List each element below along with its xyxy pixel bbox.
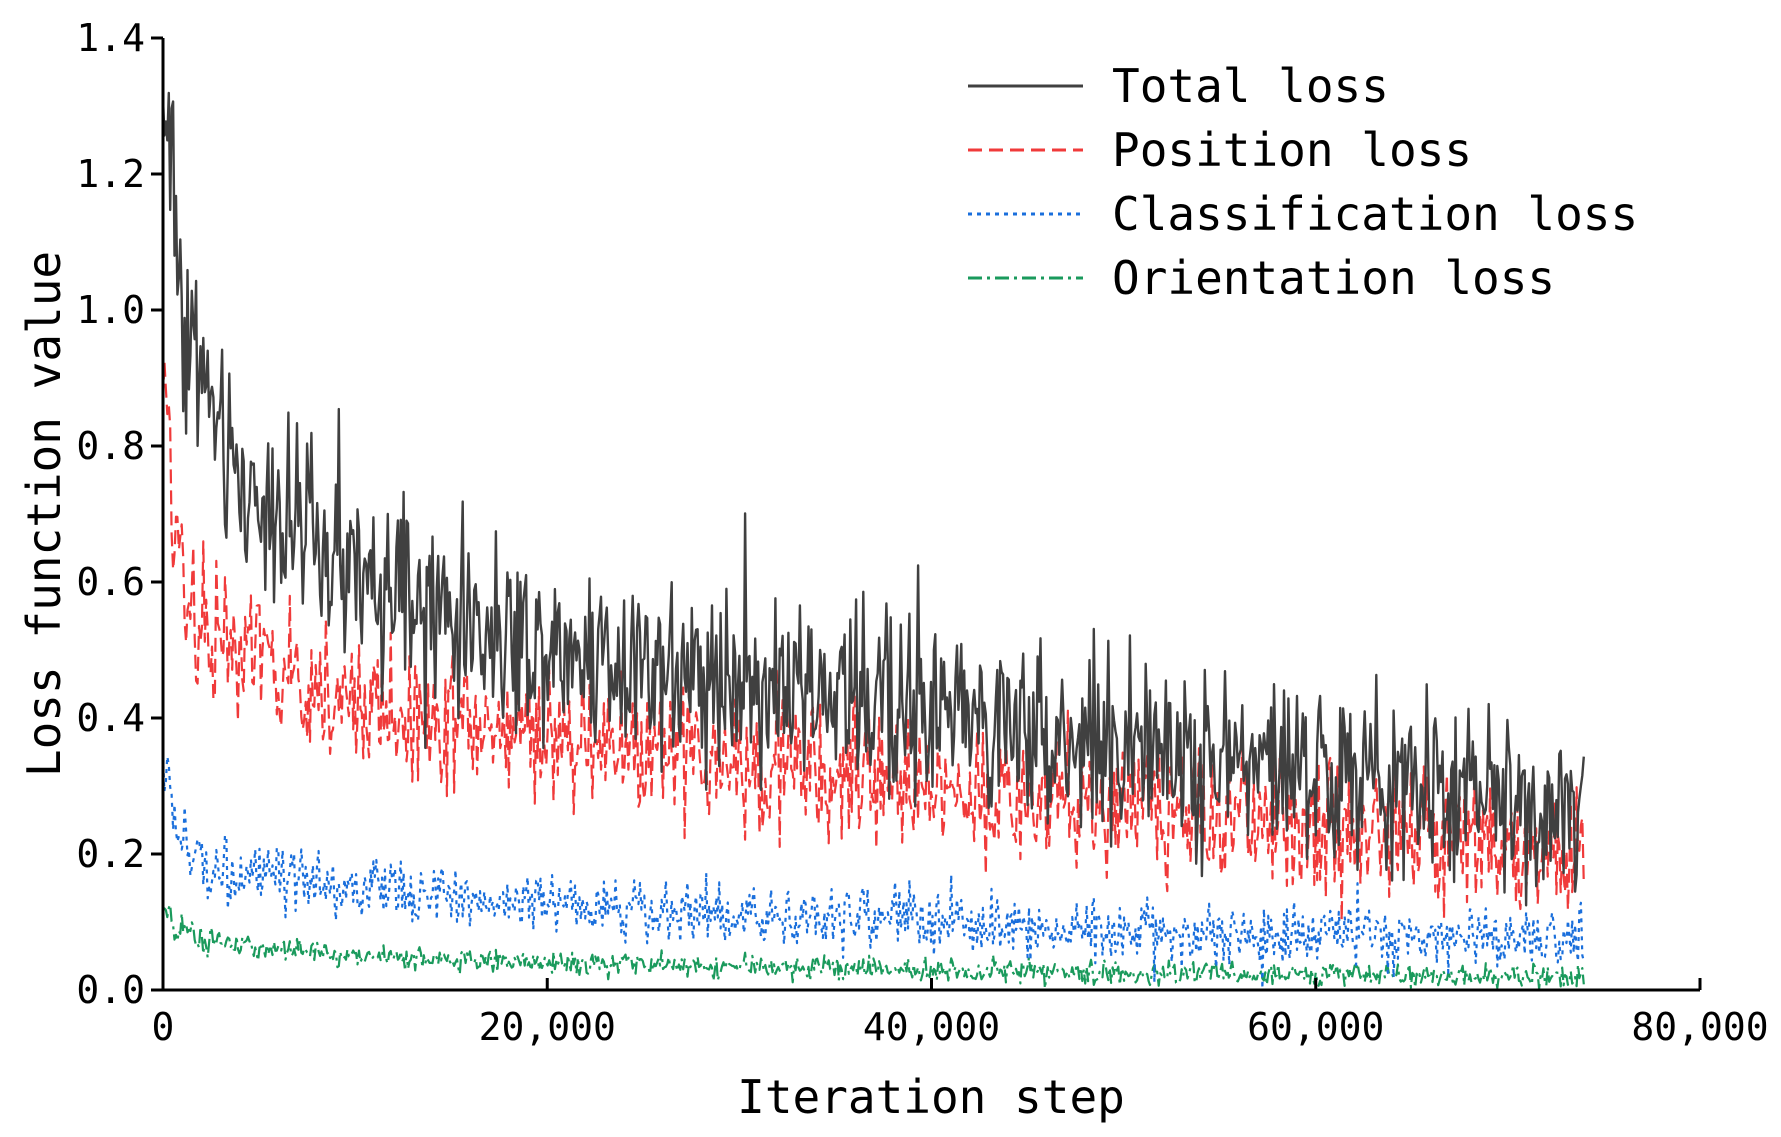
legend: Total loss Position loss Classification lo… [968, 59, 1638, 305]
y-axis-label: Loss function value [17, 251, 71, 777]
series-line-orientation-loss [162, 903, 1585, 990]
axes [161, 38, 1700, 992]
y-tick-label: 0.6 [76, 560, 145, 604]
ticks: 0 20,000 40,000 60,000 80,000 0.0 0.2 0.4 0.6 0.8… [76, 16, 1768, 1049]
series-layer [161, 91, 1585, 990]
y-tick-label: 0.2 [76, 832, 145, 876]
x-axis-label: Iteration step [737, 1070, 1125, 1124]
x-tick-label: 40,000 [863, 1005, 1000, 1049]
legend-label: Orientation loss [1112, 251, 1555, 305]
series-line-position-loss [161, 359, 1585, 922]
x-tick-label: 0 [152, 1005, 175, 1049]
y-tick-label: 0.4 [76, 696, 145, 740]
x-tick-label: 20,000 [479, 1005, 616, 1049]
y-tick-label: 1.2 [76, 152, 145, 196]
y-tick-label: 1.0 [76, 288, 145, 332]
series-line-total-loss [161, 91, 1585, 907]
y-tick-label: 1.4 [76, 16, 145, 60]
legend-label: Total loss [1112, 59, 1389, 113]
legend-label: Classification loss [1112, 187, 1638, 241]
x-tick-label: 60,000 [1247, 1005, 1384, 1049]
x-tick-label: 80,000 [1631, 1005, 1768, 1049]
series-line-classification-loss [161, 755, 1585, 990]
y-tick-label: 0.0 [76, 968, 145, 1012]
legend-label: Position loss [1112, 123, 1472, 177]
y-tick-label: 0.8 [76, 424, 145, 468]
